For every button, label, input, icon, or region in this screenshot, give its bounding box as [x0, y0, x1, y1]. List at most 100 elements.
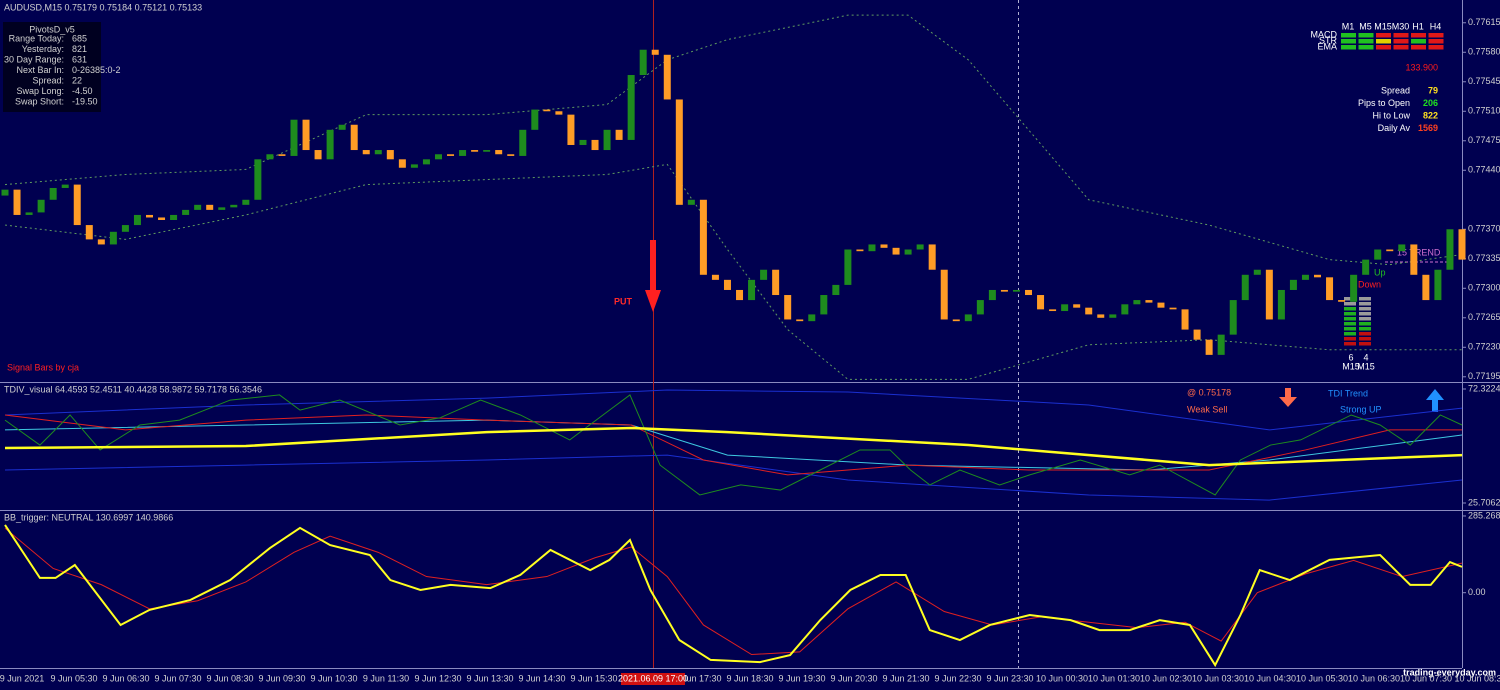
strength-cell — [1344, 342, 1356, 346]
time-label: 10 Jun 08:3 — [1454, 673, 1500, 683]
time-label: 10 Jun 06:30 — [1348, 673, 1400, 683]
count-label: 4 — [1363, 352, 1368, 362]
candle-body — [374, 150, 382, 155]
time-label: 9 Jun 19:30 — [778, 673, 825, 683]
candle-body — [326, 129, 334, 160]
stat-label: Hi to Low — [1372, 110, 1410, 120]
indicator-line — [4, 426, 1463, 467]
time-label: 10 Jun 05:30 — [1296, 673, 1348, 683]
indicator-line — [4, 414, 1462, 476]
candle-body — [868, 244, 876, 252]
strength-cell — [1344, 307, 1356, 311]
candle-body — [362, 150, 370, 155]
candle-body — [206, 204, 214, 210]
candle-body — [1012, 289, 1020, 292]
y-tick-label: 72.3224 — [1468, 383, 1500, 393]
y-tick-label: 0.77335 — [1468, 253, 1500, 263]
candle-body — [1205, 339, 1213, 355]
candle-body — [1133, 300, 1141, 305]
pivot-value: 631 — [72, 54, 87, 64]
time-label: 9 Jun 07:30 — [154, 673, 201, 683]
candle-body — [1181, 309, 1189, 330]
time-label: 9 Jun 09:30 — [258, 673, 305, 683]
time-label: 9 Jun 05:30 — [50, 673, 97, 683]
candle-body — [964, 314, 972, 322]
candle-body — [145, 214, 153, 218]
candle-body — [784, 295, 792, 320]
candle-body — [158, 217, 166, 221]
stat-value: 822 — [1423, 110, 1438, 120]
candle-body — [1458, 229, 1466, 260]
candle-body — [1314, 274, 1322, 278]
candle-body — [723, 279, 731, 290]
candle-body — [1229, 300, 1237, 335]
candle-body — [1109, 314, 1117, 318]
candle-body — [1265, 269, 1273, 320]
strength-cell — [1359, 312, 1371, 316]
candle-body — [976, 300, 984, 315]
cursor-label-bg — [621, 673, 685, 685]
candle-body — [1277, 289, 1285, 320]
candle-body — [314, 150, 322, 160]
indicator-line — [4, 394, 1463, 496]
y-tick-label: 0.77545 — [1468, 76, 1500, 86]
candle-body — [290, 119, 298, 156]
candle-body — [422, 159, 430, 165]
candle-body — [736, 289, 744, 301]
candle-body — [242, 199, 250, 205]
candle-body — [711, 274, 719, 280]
indicator-line — [4, 454, 1463, 501]
time-label: 10 Jun 03:30 — [1192, 673, 1244, 683]
time-label: 9 Jun 18:30 — [726, 673, 773, 683]
candle-body — [892, 247, 900, 255]
candle-body — [133, 214, 141, 226]
candle-body — [1049, 309, 1057, 312]
y-tick-label: 0.77265 — [1468, 312, 1500, 322]
pivot-label: Spread: — [32, 75, 64, 85]
y-tick-label: 0.77370 — [1468, 224, 1500, 234]
indicator-line — [4, 163, 1462, 380]
tf-label: M15 — [1342, 361, 1360, 371]
candle-body — [13, 189, 21, 215]
candle-body — [25, 212, 33, 215]
candle-body — [410, 164, 418, 168]
tf-label: M15 — [1357, 361, 1375, 371]
count-label: 6 — [1348, 352, 1353, 362]
candle-body — [651, 49, 659, 55]
candle-body — [1217, 334, 1225, 355]
watermark: trading-everyday.com — [1403, 667, 1496, 677]
pivot-label: Next Bar In: — [16, 65, 64, 75]
candle-body — [61, 184, 69, 188]
pivot-label: 30 Day Range: — [4, 54, 64, 64]
candle-body — [615, 129, 623, 140]
candle-body — [880, 244, 888, 248]
candle-body — [302, 119, 310, 151]
candle-body — [194, 204, 202, 210]
time-label: 10 Jun 02:30 — [1140, 673, 1192, 683]
candle-body — [73, 184, 81, 226]
buy-arrow — [1426, 389, 1444, 412]
candle-body — [1061, 304, 1069, 312]
status-block — [1376, 33, 1391, 38]
y-tick-label: 0.77195 — [1468, 371, 1500, 381]
candle-body — [459, 150, 467, 156]
pivot-value: -19.50 — [72, 96, 98, 106]
strength-cell — [1344, 327, 1356, 331]
candle-body — [916, 244, 924, 250]
y-tick-label: 25.7062 — [1468, 497, 1500, 507]
chart-title: AUDUSD,M15 0.75179 0.75184 0.75121 0.751… — [4, 2, 202, 12]
candle-body — [988, 289, 996, 301]
status-block — [1411, 33, 1426, 38]
indicator-label: MACD — [1311, 29, 1338, 39]
indicator-line — [4, 389, 1463, 431]
status-block — [1428, 33, 1444, 38]
candle-body — [796, 319, 804, 322]
timeframe-label: H4 — [1430, 21, 1442, 31]
indicator-label: STR — [1319, 35, 1338, 45]
candle-body — [447, 154, 455, 156]
candle-body — [1386, 249, 1394, 252]
put-arrow — [645, 240, 661, 312]
candle-body — [230, 204, 238, 208]
candle-body — [663, 54, 671, 100]
